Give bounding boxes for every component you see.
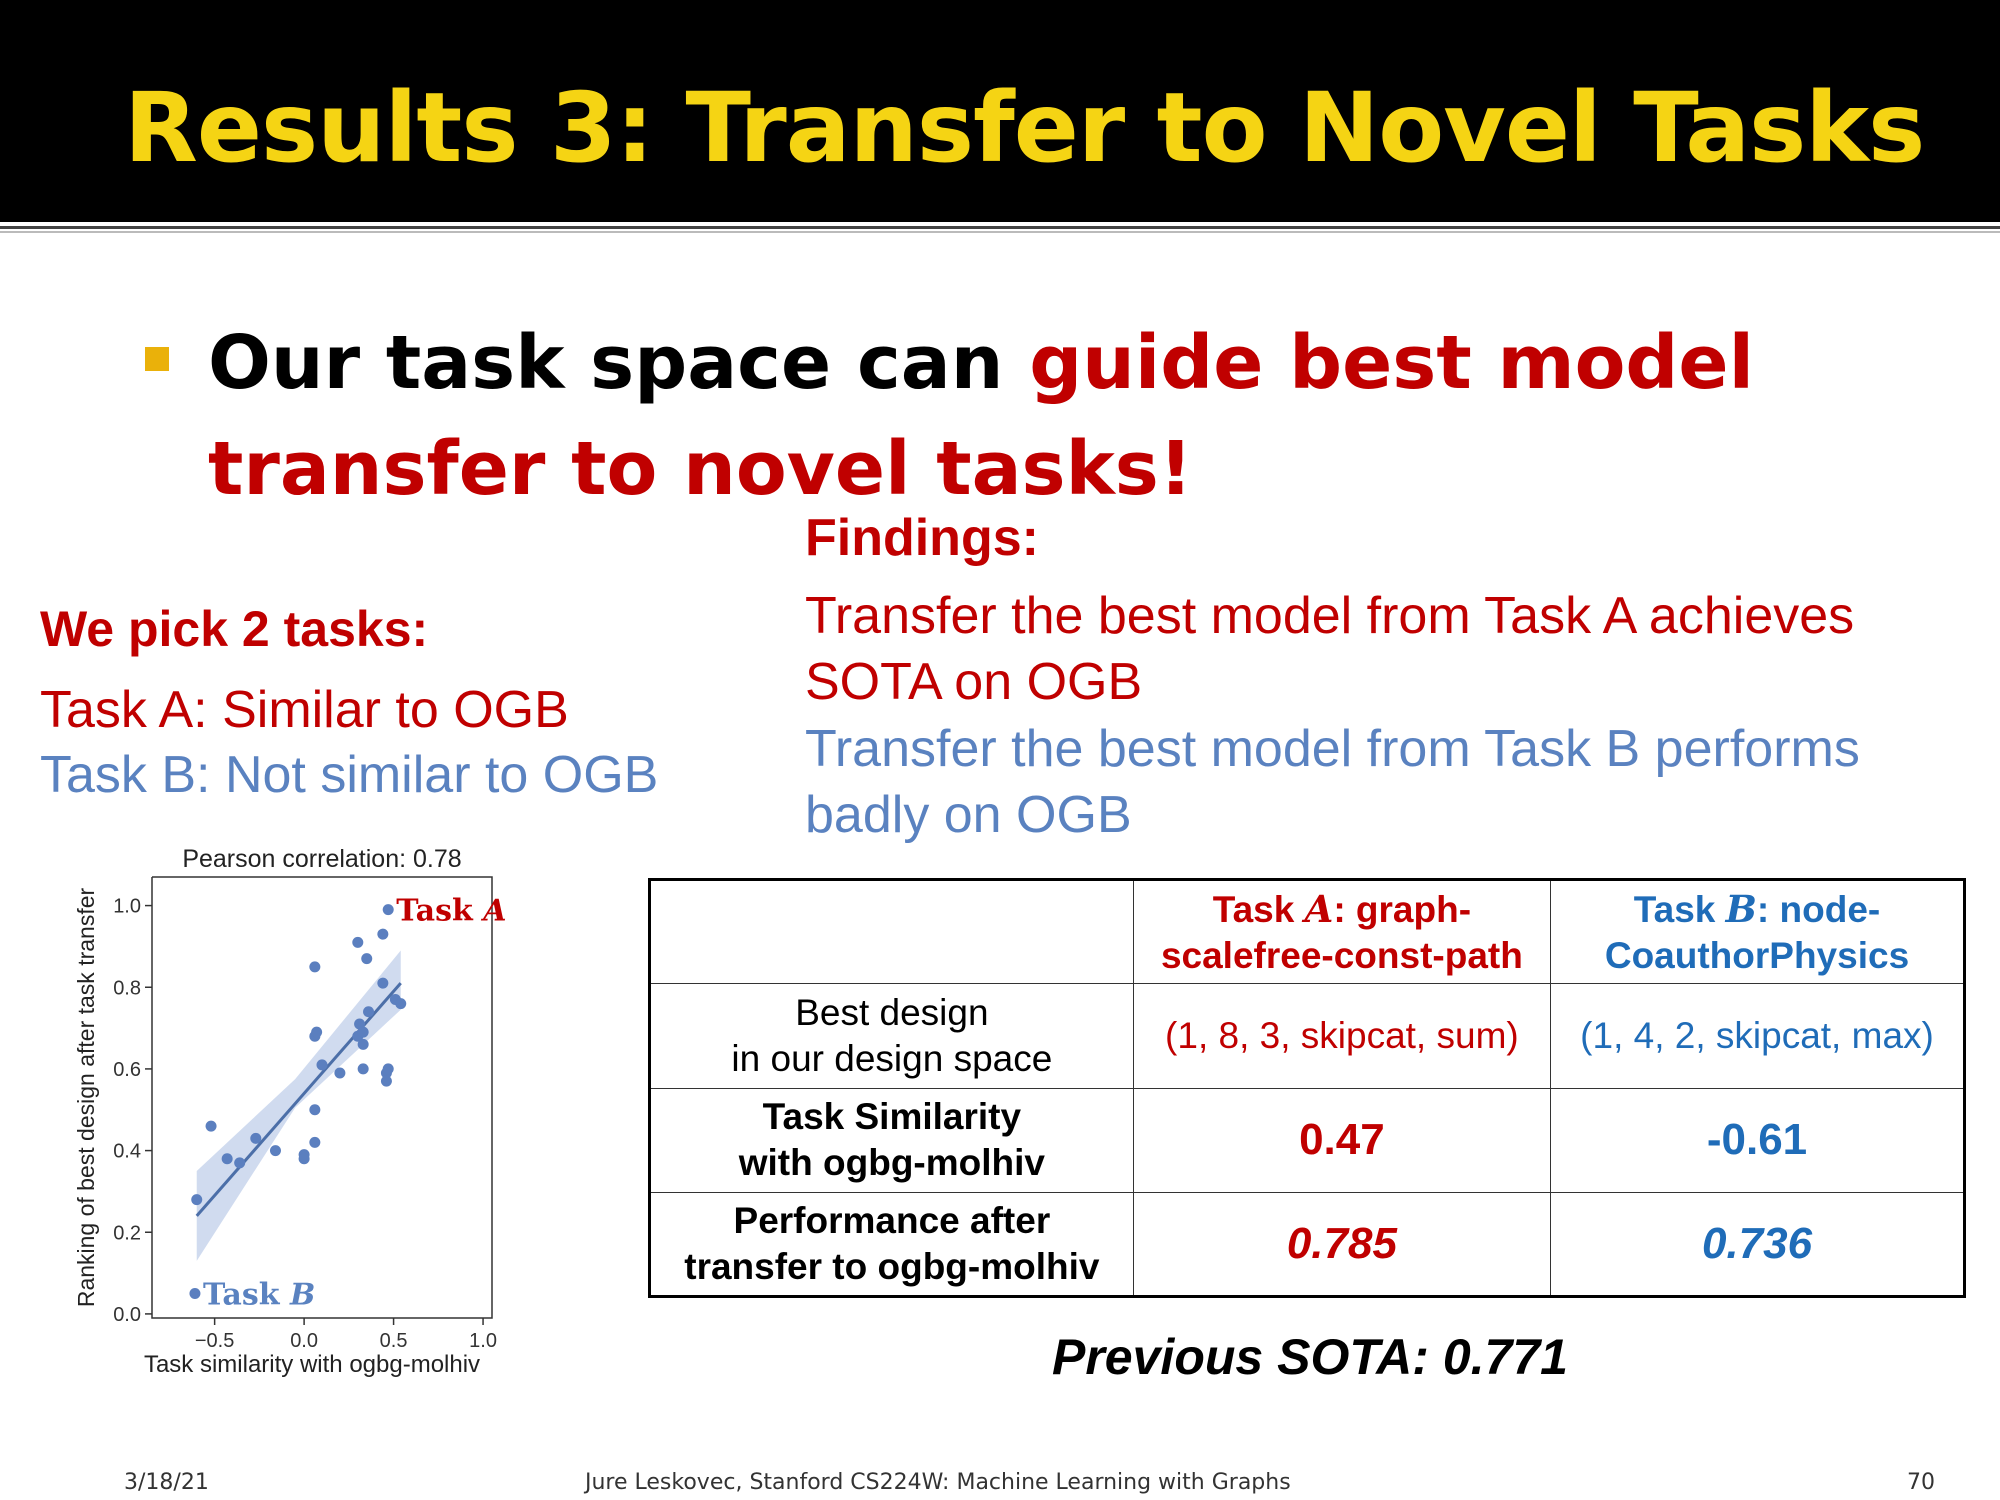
data-point: [382, 904, 394, 916]
performance-task-b: 0.736: [1550, 1191, 1965, 1298]
data-point: [316, 1059, 328, 1071]
finding-task-a: Transfer the best model from Task A achi…: [805, 587, 1855, 711]
findings-heading: Findings:: [805, 509, 1039, 567]
regression-line: [195, 982, 402, 1217]
row-label-performance: Performance after transfer to ogbg-molhiv: [649, 1191, 1134, 1298]
similarity-task-a: 0.47: [1132, 1087, 1552, 1193]
footer-page-number: 70: [1907, 1470, 1935, 1495]
data-point: [363, 1006, 375, 1018]
table-row: Performance after transfer to ogbg-molhiv…: [649, 1191, 1965, 1298]
chart-title: Pearson correlation: 0.78: [182, 845, 461, 873]
data-point: [357, 1063, 369, 1075]
table-header-row: Task A: graph-scalefree-const-path Task …: [649, 878, 1965, 985]
data-point: [221, 1153, 233, 1165]
data-point: [191, 1194, 203, 1206]
data-point: [234, 1157, 246, 1169]
slide-title: Results 3: Transfer to Novel Tasks: [124, 72, 1925, 184]
data-point: [380, 1075, 392, 1087]
data-point: [334, 1067, 346, 1079]
data-point: [395, 998, 407, 1010]
data-point: [382, 1063, 394, 1075]
data-point: [357, 1038, 369, 1050]
similarity-task-b: -0.61: [1550, 1087, 1965, 1193]
x-tick-label: −0.5: [195, 1330, 234, 1352]
table-header-task-a: Task A: graph-scalefree-const-path: [1132, 878, 1552, 985]
bullet-text-highlight: guide best model transfer to novel tasks…: [208, 320, 1754, 512]
data-point: [361, 953, 373, 965]
chart-frame: [151, 876, 493, 1319]
task-b-description: Task B: Not similar to OGB: [40, 746, 659, 804]
x-tick-label: 0.5: [380, 1330, 408, 1352]
footer-credit: Jure Leskovec, Stanford CS224W: Machine …: [585, 1470, 1291, 1495]
row-label-best-design: Best design in our design space: [649, 983, 1134, 1089]
title-divider: [0, 226, 2000, 229]
y-tick-label: 1.0: [113, 896, 141, 918]
similarity-scatter-chart: Pearson correlation: 0.78 −0.5 0.0 0.5 1.0 0.…: [73, 845, 507, 1378]
title-divider-secondary: [0, 231, 2000, 233]
data-point: [377, 977, 389, 989]
x-axis-label: Task similarity with ogbg-molhiv: [144, 1351, 480, 1378]
x-tick-label: 0.0: [290, 1330, 318, 1352]
bullet-text-black: Our task space can: [208, 320, 1030, 406]
y-tick-label: 0.4: [113, 1141, 141, 1163]
main-bullet: Our task space can guide best model tran…: [208, 310, 1968, 522]
data-point: [309, 1136, 321, 1148]
bullet-square-icon: [145, 347, 169, 371]
data-point: [357, 1026, 369, 1038]
table-header-task-b: Task B: node- CoauthorPhysics: [1550, 878, 1965, 985]
previous-sota: Previous SOTA: 0.771: [1052, 1329, 1568, 1385]
row-label-task-similarity: Task Similarity with ogbg-molhiv: [649, 1087, 1134, 1193]
best-design-task-b: (1, 4, 2, skipcat, max): [1550, 983, 1965, 1089]
data-point: [189, 1288, 201, 1299]
annotation-task-a: Task A: [396, 894, 506, 929]
data-point: [269, 1145, 281, 1157]
table-row: Task Similarity with ogbg-molhiv 0.47 -0.…: [649, 1087, 1965, 1193]
y-tick-label: 0.2: [113, 1222, 141, 1244]
x-tick-label: 1.0: [469, 1330, 497, 1352]
y-tick-label: 0.8: [113, 977, 141, 999]
data-point: [352, 936, 364, 948]
transfer-results-table: Task A: graph-scalefree-const-path Task …: [648, 878, 1966, 1298]
y-tick-label: 0.6: [113, 1059, 141, 1081]
confidence-band: [196, 950, 401, 1261]
y-axis-label: Ranking of best design after task transf…: [73, 887, 99, 1307]
footer-date: 3/18/21: [124, 1470, 209, 1495]
performance-task-a: 0.785: [1132, 1191, 1552, 1298]
annotation-task-b: Task B: [203, 1278, 315, 1313]
data-point: [250, 1132, 262, 1144]
y-tick-label: 0.0: [113, 1304, 141, 1326]
table-header-empty-cell: [649, 878, 1134, 985]
data-point: [311, 1026, 323, 1038]
title-bar: Results 3: Transfer to Novel Tasks: [0, 0, 2000, 222]
data-point: [298, 1153, 310, 1165]
data-point: [205, 1120, 217, 1132]
pick-heading: We pick 2 tasks:: [40, 601, 429, 657]
best-design-task-a: (1, 8, 3, skipcat, sum): [1132, 983, 1552, 1089]
task-a-description: Task A: Similar to OGB: [40, 681, 569, 739]
data-point: [309, 961, 321, 973]
data-point: [377, 928, 389, 940]
finding-task-b: Transfer the best model from Task B perf…: [805, 720, 1860, 844]
table-row: Best design in our design space (1, 8, 3,…: [649, 983, 1965, 1089]
data-point: [309, 1104, 321, 1116]
